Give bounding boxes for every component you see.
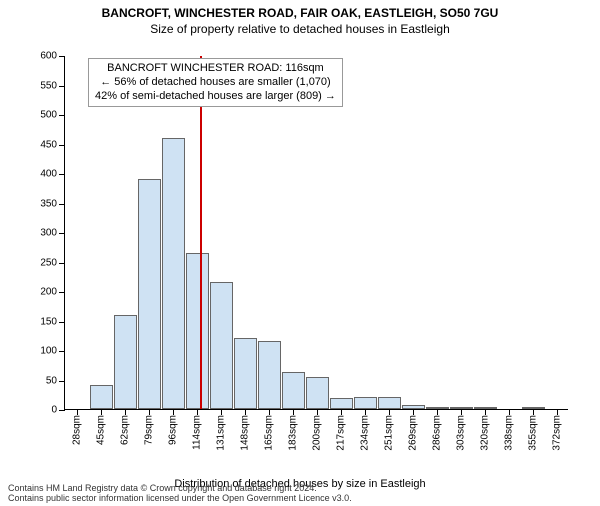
y-tick <box>59 174 65 175</box>
y-tick <box>59 351 65 352</box>
x-tick-label: 355sqm <box>528 415 539 451</box>
y-tick <box>59 263 65 264</box>
x-tick-label: 217sqm <box>336 415 347 451</box>
y-tick <box>59 322 65 323</box>
y-tick-label: 550 <box>40 80 57 91</box>
y-tick-label: 400 <box>40 169 57 180</box>
x-tick-label: 114sqm <box>192 415 203 450</box>
y-tick-label: 600 <box>40 51 57 62</box>
y-tick <box>59 145 65 146</box>
y-tick-label: 450 <box>40 139 57 150</box>
x-tick-label: 234sqm <box>360 415 371 451</box>
histogram-bar <box>258 341 281 409</box>
plot-area: 05010015020025030035040045050055060028sq… <box>64 56 568 410</box>
histogram-bar <box>282 372 305 409</box>
x-tick-label: 303sqm <box>456 415 467 451</box>
y-tick <box>59 204 65 205</box>
annotation-line3: 42% of semi-detached houses are larger (… <box>95 90 336 104</box>
x-tick-label: 269sqm <box>408 415 419 451</box>
x-tick-label: 200sqm <box>312 415 323 451</box>
y-tick <box>59 86 65 87</box>
x-tick-label: 286sqm <box>432 415 443 451</box>
y-tick-label: 350 <box>40 198 57 209</box>
y-tick-label: 300 <box>40 228 57 239</box>
histogram-bar <box>378 397 401 409</box>
y-tick <box>59 115 65 116</box>
license-text: Contains HM Land Registry data © Crown c… <box>8 484 352 504</box>
x-tick-label: 372sqm <box>552 415 563 451</box>
plot-wrap: 05010015020025030035040045050055060028sq… <box>64 56 568 410</box>
chart-title-sub: Size of property relative to detached ho… <box>0 22 600 36</box>
y-tick-label: 50 <box>46 375 57 386</box>
y-tick <box>59 410 65 411</box>
chart-title-main: BANCROFT, WINCHESTER ROAD, FAIR OAK, EAS… <box>0 6 600 20</box>
x-tick-label: 251sqm <box>384 415 395 451</box>
x-tick-label: 131sqm <box>216 415 227 451</box>
x-tick-label: 28sqm <box>72 415 83 445</box>
histogram-bar <box>234 338 257 409</box>
annotation-line1: BANCROFT WINCHESTER ROAD: 116sqm <box>95 62 336 76</box>
license-line2: Contains public sector information licen… <box>8 494 352 504</box>
histogram-bar <box>330 398 353 409</box>
histogram-bar <box>186 253 209 409</box>
y-tick-label: 250 <box>40 257 57 268</box>
histogram-bar <box>138 179 161 409</box>
y-tick-label: 150 <box>40 316 57 327</box>
histogram-bar <box>162 138 185 409</box>
x-tick-label: 165sqm <box>264 415 275 451</box>
x-tick-label: 320sqm <box>480 415 491 451</box>
y-tick-label: 0 <box>51 405 57 416</box>
histogram-bar <box>210 282 233 409</box>
annotation-line2: ← 56% of detached houses are smaller (1,… <box>95 76 336 90</box>
histogram-bar <box>306 377 329 409</box>
x-tick-label: 45sqm <box>96 415 107 445</box>
x-tick-label: 148sqm <box>240 415 251 451</box>
y-tick <box>59 233 65 234</box>
histogram-bar <box>114 315 137 409</box>
x-tick-label: 62sqm <box>120 415 131 445</box>
histogram-bar <box>354 397 377 409</box>
y-tick <box>59 56 65 57</box>
x-tick-label: 183sqm <box>288 415 299 451</box>
histogram-bar <box>90 385 113 409</box>
marker-line <box>200 56 202 409</box>
y-tick <box>59 381 65 382</box>
y-tick <box>59 292 65 293</box>
y-tick-label: 100 <box>40 346 57 357</box>
x-tick-label: 338sqm <box>504 415 515 451</box>
annotation-box: BANCROFT WINCHESTER ROAD: 116sqm ← 56% o… <box>88 58 343 107</box>
x-tick-label: 96sqm <box>168 415 179 445</box>
y-axis-label-wrap: Number of detached properties <box>0 6 22 506</box>
y-tick-label: 200 <box>40 287 57 298</box>
y-tick-label: 500 <box>40 110 57 121</box>
x-tick-label: 79sqm <box>144 415 155 445</box>
